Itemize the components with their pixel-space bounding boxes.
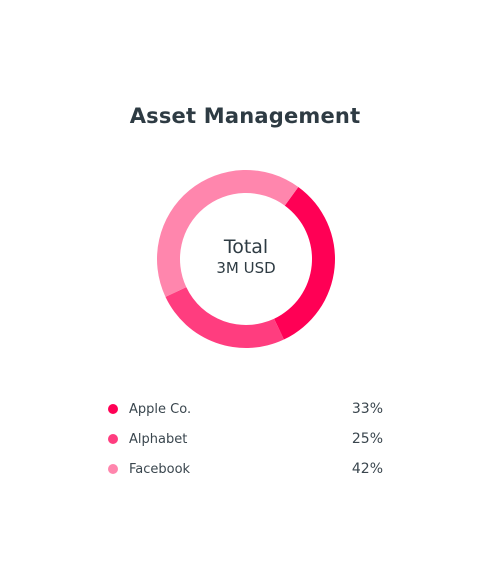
legend-item-alphabet: Alphabet 25%: [105, 424, 385, 454]
legend-value: 33%: [351, 401, 383, 417]
center-total-value: 3M USD: [216, 259, 276, 277]
chart-title: Asset Management: [129, 104, 361, 128]
legend-label: Apple Co.: [129, 401, 192, 417]
center-total-label: Total: [223, 236, 269, 258]
donut-slice-apple-co: [274, 186, 335, 340]
legend-item-facebook: Facebook 42%: [105, 454, 385, 484]
legend-value: 25%: [351, 431, 383, 447]
donut-chart: [157, 170, 335, 348]
legend-label: Alphabet: [129, 431, 188, 447]
legend-value: 42%: [351, 461, 383, 477]
chart-legend: Apple Co. 33% Alphabet 25% Facebook 42%: [105, 394, 385, 484]
legend-dot: [108, 464, 118, 474]
legend-item-apple-co: Apple Co. 33%: [105, 394, 385, 424]
legend-label: Facebook: [129, 461, 191, 477]
donut-slice-alphabet: [165, 287, 284, 348]
legend-dot: [108, 434, 118, 444]
donut-slice-facebook: [157, 170, 299, 297]
legend-dot: [108, 404, 118, 414]
